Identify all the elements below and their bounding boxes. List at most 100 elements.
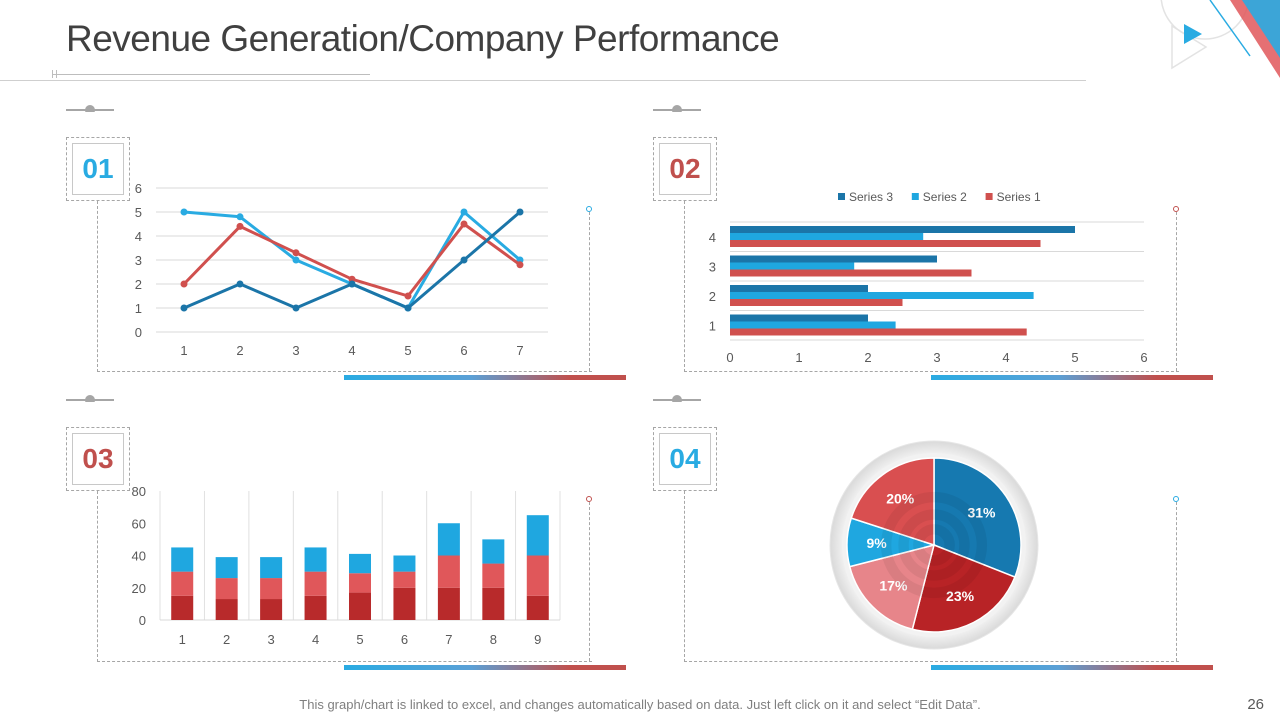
x-tick-label: 6 bbox=[460, 343, 467, 358]
data-point bbox=[236, 222, 244, 230]
bar-segment bbox=[526, 595, 549, 620]
bar bbox=[730, 328, 1027, 336]
divider-tick bbox=[56, 70, 57, 78]
y-tick-label: 3 bbox=[135, 253, 142, 268]
page-title: Revenue Generation/Company Performance bbox=[66, 18, 780, 59]
bar-segment bbox=[304, 547, 327, 572]
title-divider bbox=[0, 80, 1086, 81]
bar-segment bbox=[260, 557, 283, 579]
bar-segment bbox=[437, 587, 460, 620]
x-tick-label: 8 bbox=[490, 632, 497, 647]
y-tick-label: 4 bbox=[135, 229, 142, 244]
panel-frame-right bbox=[1176, 502, 1178, 661]
play-icon bbox=[1184, 24, 1202, 44]
x-tick-label: 9 bbox=[534, 632, 541, 647]
x-tick-label: 6 bbox=[1140, 350, 1147, 365]
data-point bbox=[292, 256, 300, 264]
data-point bbox=[404, 304, 412, 312]
bar-segment bbox=[349, 592, 371, 620]
panel-02: 02 bbox=[653, 100, 1253, 390]
bar-segment bbox=[304, 595, 327, 620]
bar bbox=[730, 233, 924, 240]
x-tick-label: 4 bbox=[348, 343, 355, 358]
y-tick-label: 6 bbox=[135, 181, 142, 196]
legend-swatch bbox=[985, 193, 993, 200]
y-tick-label: 1 bbox=[135, 301, 142, 316]
bar-segment bbox=[260, 578, 283, 600]
pie-slice bbox=[850, 457, 935, 547]
x-tick-label: 0 bbox=[726, 350, 733, 365]
panel-dot bbox=[586, 206, 592, 212]
x-tick-label: 3 bbox=[267, 632, 274, 647]
accent-bar bbox=[931, 665, 1213, 670]
bar bbox=[730, 321, 896, 329]
y-tick-label: 5 bbox=[135, 205, 142, 220]
legend-swatch bbox=[838, 193, 845, 200]
pie-slice bbox=[911, 543, 1016, 633]
stacked-column-chart: 0 20 40 60 80 1 2 3 4 5 6 7 8 9 bbox=[132, 484, 561, 647]
panel-frame bbox=[97, 491, 592, 662]
panel-number-box: 02 bbox=[653, 137, 717, 201]
y-tick-label: 20 bbox=[132, 581, 146, 596]
data-point bbox=[236, 213, 244, 221]
panel-frame bbox=[684, 491, 1179, 662]
pie-slice bbox=[933, 457, 1022, 579]
y-tick-label: 40 bbox=[132, 549, 146, 564]
data-point bbox=[460, 220, 468, 228]
bar bbox=[730, 299, 903, 306]
x-tick-label: 4 bbox=[1002, 350, 1009, 365]
bar-segment bbox=[304, 571, 327, 596]
legend-swatch bbox=[911, 193, 919, 200]
data-point bbox=[236, 280, 244, 288]
panel-dot bbox=[586, 496, 592, 502]
panel-number: 01 bbox=[72, 143, 124, 195]
bar bbox=[730, 314, 868, 322]
data-point bbox=[348, 275, 356, 283]
data-point bbox=[180, 304, 188, 312]
data-point bbox=[516, 208, 524, 216]
panel-number-box: 04 bbox=[653, 427, 717, 491]
x-tick-label: 1 bbox=[179, 632, 186, 647]
bar-segment bbox=[260, 599, 283, 620]
bar-segment bbox=[171, 547, 194, 572]
bar-segment bbox=[349, 553, 371, 574]
panel-frame bbox=[97, 201, 592, 372]
data-point bbox=[292, 249, 300, 257]
page-number: 26 bbox=[1247, 696, 1264, 713]
x-tick-label: 6 bbox=[401, 632, 408, 647]
panel-dot bbox=[1173, 206, 1179, 212]
x-tick-label: 2 bbox=[223, 632, 230, 647]
bar-segment bbox=[349, 573, 371, 593]
bar-segment bbox=[393, 587, 416, 620]
x-tick-label: 1 bbox=[180, 343, 187, 358]
panel-frame-right bbox=[589, 502, 591, 661]
x-tick-label: 7 bbox=[445, 632, 452, 647]
bar bbox=[730, 292, 1034, 299]
x-tick-label: 1 bbox=[795, 350, 802, 365]
bar-segment bbox=[393, 571, 416, 588]
y-tick-label: 2 bbox=[709, 289, 716, 304]
y-tick-label: 60 bbox=[132, 516, 146, 531]
pie-chart: 31% 23% 17% 9% 20% bbox=[829, 440, 1039, 650]
x-tick-label: 3 bbox=[933, 350, 940, 365]
panel-dot bbox=[1173, 496, 1179, 502]
pie-label: 17% bbox=[879, 578, 908, 594]
x-tick-label: 4 bbox=[312, 632, 319, 647]
y-tick-label: 0 bbox=[135, 325, 142, 340]
bar bbox=[730, 255, 937, 263]
legend-label: Series 1 bbox=[997, 190, 1041, 204]
pie-shading bbox=[898, 509, 970, 581]
bar-segment bbox=[437, 523, 460, 556]
x-tick-label: 5 bbox=[404, 343, 411, 358]
panel-frame bbox=[684, 201, 1179, 372]
y-tick-label: 2 bbox=[135, 277, 142, 292]
x-tick-label: 2 bbox=[236, 343, 243, 358]
bar-segment bbox=[215, 578, 238, 600]
divider-tick bbox=[52, 70, 53, 78]
title-underline bbox=[52, 74, 370, 75]
panel-number-box: 03 bbox=[66, 427, 130, 491]
panel-number: 04 bbox=[659, 433, 711, 485]
data-point bbox=[292, 304, 300, 312]
x-tick-label: 3 bbox=[292, 343, 299, 358]
panel-number-box: 01 bbox=[66, 137, 130, 201]
